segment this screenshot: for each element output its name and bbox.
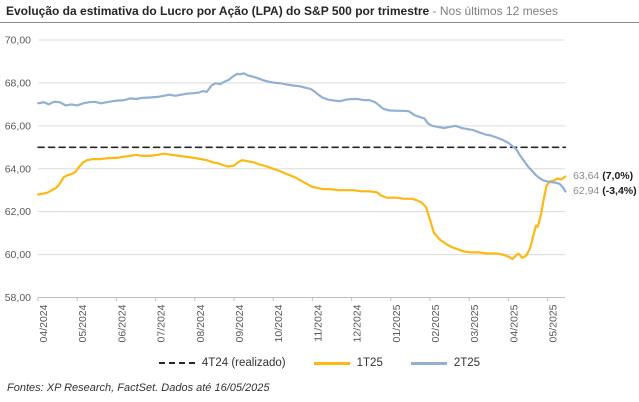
chart-plot-area: 58,00 60,00 62,00 64,00 66,00 68,00 70,00 04/20…: [0, 24, 639, 350]
svg-text:58,00: 58,00: [5, 292, 31, 304]
end-label-2t25: 62,94 (-3,4%): [573, 185, 637, 198]
svg-text:70,00: 70,00: [5, 35, 31, 47]
end-label-1t25-pct: (7,0%): [602, 169, 634, 182]
end-label-1t25: 63,64 (7,0%): [573, 170, 633, 183]
svg-text:07/2024: 07/2024: [156, 304, 168, 342]
end-label-2t25-pct: (-3,4%): [602, 184, 637, 197]
svg-text:60,00: 60,00: [5, 249, 31, 261]
chart-legend: 4T24 (realizado) 1T25 2T25: [0, 353, 639, 373]
svg-text:62,00: 62,00: [5, 206, 31, 218]
svg-text:10/2024: 10/2024: [273, 304, 285, 342]
chart-title-main: Evolução da estimativa do Lucro por Ação…: [6, 4, 430, 18]
svg-text:05/2024: 05/2024: [77, 304, 89, 342]
legend-label-1t25: 1T25: [356, 357, 383, 369]
chart-canvas: 58,00 60,00 62,00 64,00 66,00 68,00 70,00 04/20…: [5, 35, 567, 342]
svg-text:06/2024: 06/2024: [116, 304, 128, 342]
svg-text:04/2025: 04/2025: [508, 304, 520, 342]
svg-text:05/2025: 05/2025: [548, 304, 560, 342]
end-label-2t25-value: 62,94: [573, 184, 600, 197]
legend-marker-yellow-line: [313, 361, 350, 365]
legend-label-2t25: 2T25: [453, 357, 481, 369]
source-note: Fontes: XP Research, FactSet. Dados até …: [7, 382, 270, 394]
legend-item-2t25: 2T25: [410, 357, 481, 369]
svg-text:12/2024: 12/2024: [352, 304, 364, 342]
chart-title: Evolução da estimativa do Lucro por Ação…: [0, 0, 639, 23]
svg-text:02/2025: 02/2025: [430, 304, 442, 342]
legend-item-1t25: 1T25: [313, 357, 383, 369]
legend-label-4t24: 4T24 (realizado): [201, 357, 286, 369]
svg-text:04/2024: 04/2024: [38, 304, 50, 342]
legend-marker-blue-line: [410, 361, 447, 365]
svg-text:09/2024: 09/2024: [234, 304, 246, 342]
chart-title-subtitle: - Nos últimos 12 meses: [429, 4, 558, 18]
svg-text:64,00: 64,00: [5, 163, 31, 175]
svg-text:68,00: 68,00: [5, 77, 31, 89]
svg-text:11/2024: 11/2024: [312, 304, 324, 341]
svg-text:03/2025: 03/2025: [469, 304, 481, 342]
svg-text:08/2024: 08/2024: [195, 304, 207, 342]
svg-text:66,00: 66,00: [5, 120, 31, 132]
svg-text:01/2025: 01/2025: [391, 304, 403, 342]
legend-marker-dashed-line: [158, 362, 195, 364]
legend-item-4t24: 4T24 (realizado): [158, 357, 286, 369]
end-label-1t25-value: 63,64: [573, 169, 600, 182]
